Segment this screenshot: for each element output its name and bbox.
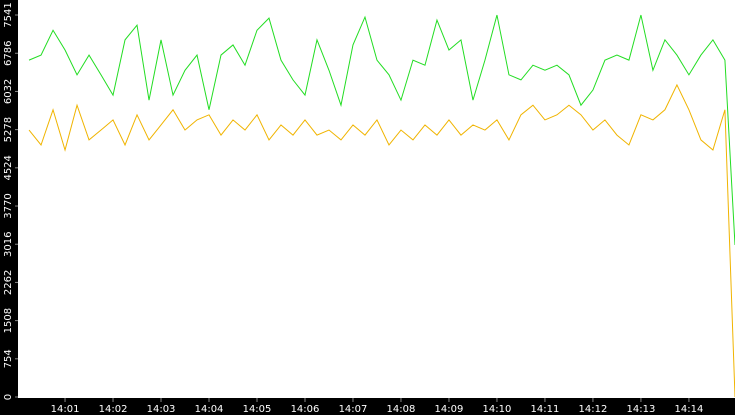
x-tick-label: 14:13 — [627, 404, 656, 415]
x-tick-label: 14:01 — [51, 404, 80, 415]
x-tick-label: 14:12 — [579, 404, 608, 415]
x-tick-label: 14:10 — [483, 404, 512, 415]
y-tick-label: 6032 — [3, 79, 14, 104]
y-tick-label: 0 — [3, 394, 14, 400]
y-tick-label: 754 — [3, 349, 14, 368]
y-tick-label: 6786 — [3, 41, 14, 66]
y-tick-label: 4524 — [3, 155, 14, 180]
y-tick-label: 7541 — [3, 2, 14, 27]
series-line — [28, 83, 735, 398]
x-tick-label: 14:06 — [291, 404, 320, 415]
x-tick-label: 14:14 — [675, 404, 704, 415]
x-tick-label: 14:08 — [387, 404, 416, 415]
x-tick-label: 14:09 — [435, 404, 464, 415]
x-tick-label: 14:04 — [195, 404, 224, 415]
x-tick-label: 14:02 — [99, 404, 128, 415]
y-tick-label: 3770 — [3, 193, 14, 218]
x-tick-label: 14:07 — [339, 404, 368, 415]
y-tick-label: 2262 — [3, 270, 14, 295]
y-tick-label: 1508 — [3, 308, 14, 333]
plot-area — [18, 0, 735, 398]
x-tick-label: 14:11 — [531, 404, 560, 415]
y-tick-label: 3016 — [3, 231, 14, 256]
series-line — [28, 14, 735, 246]
x-tick-label: 14:03 — [147, 404, 176, 415]
y-tick-label: 5278 — [3, 117, 14, 142]
x-tick-label: 14:05 — [243, 404, 272, 415]
